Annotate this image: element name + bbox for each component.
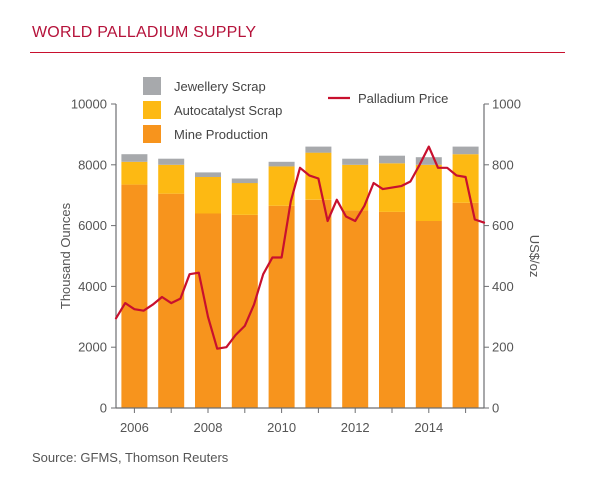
bar-jewellery-scrap-2015 [452,146,479,155]
bar-autocatalyst-scrap-2014 [415,164,442,221]
bar-jewellery-scrap-2011 [305,146,332,153]
x-tick-label: 2010 [267,420,296,435]
bar-autocatalyst-scrap-2009 [231,183,258,215]
bar-mine-production-2008 [195,213,221,408]
y-tick-label-right: 400 [492,279,514,294]
palladium-price-line [114,145,486,350]
x-tick-label: 2006 [120,420,149,435]
legend-group: Jewellery Scrap Autocatalyst Scrap Mine Pr… [143,77,448,143]
bar-mine-production-2012 [342,210,369,408]
legend-swatch-jewellery-scrap [143,77,161,95]
bar-jewellery-scrap-2010 [268,161,295,167]
bar-mine-production-2011 [305,199,332,408]
axes-group: 0 2000 4000 6000 8000 10000 0 200 400 600 800 1000 2… [71,97,521,436]
bar-jewellery-scrap-2014 [415,157,442,165]
bar-jewellery-scrap-2007 [158,158,185,165]
bar-mine-production-2013 [379,211,405,408]
bar-autocatalyst-scrap-2008 [195,177,221,214]
bars-group [121,146,479,408]
legend-label: Mine Production [174,127,268,142]
bar-jewellery-scrap-2012 [342,158,369,165]
x-tick-label: 2014 [414,420,443,435]
bar-jewellery-scrap-2008 [195,172,221,177]
y-tick-label-left: 0 [100,401,107,416]
bar-autocatalyst-scrap-2007 [158,164,185,194]
y-tick-label-left: 2000 [78,340,107,355]
bar-mine-production-2010 [268,205,295,408]
chart-title: WORLD PALLADIUM SUPPLY [32,24,257,41]
y-tick-label-left: 4000 [78,279,107,294]
y-tick-label-right: 600 [492,218,514,233]
bar-jewellery-scrap-2013 [379,155,405,164]
y-tick-label-left: 8000 [78,157,107,172]
price-line-group [114,145,486,350]
legend-swatch-autocatalyst-scrap [143,101,161,119]
y-tick-label-right: 0 [492,401,499,416]
bar-mine-production-2014 [415,221,442,408]
legend-label: Jewellery Scrap [174,79,266,94]
y-axis-label-right: US$/oz [527,235,542,278]
y-tick-label-left: 6000 [78,218,107,233]
legend-swatch-mine-production [143,125,161,143]
bar-autocatalyst-scrap-2012 [342,164,369,211]
bar-autocatalyst-scrap-2006 [121,161,148,185]
y-tick-label-right: 1000 [492,97,521,112]
bar-mine-production-2007 [158,193,185,408]
y-tick-label-right: 200 [492,340,514,355]
bar-jewellery-scrap-2006 [121,154,148,162]
source-note: Source: GFMS, Thomson Reuters [32,450,229,465]
x-tick-label: 2008 [194,420,223,435]
legend-label: Autocatalyst Scrap [174,103,282,118]
legend-label: Palladium Price [358,91,448,106]
title-rule [30,52,565,53]
y-tick-label-right: 800 [492,157,514,172]
bar-mine-production-2009 [231,215,258,408]
y-axis-label-left: Thousand Ounces [58,202,73,309]
bar-mine-production-2006 [121,184,148,408]
bar-mine-production-2015 [452,202,479,408]
x-tick-label: 2012 [341,420,370,435]
bar-jewellery-scrap-2009 [231,178,258,184]
y-tick-label-left: 10000 [71,97,107,112]
